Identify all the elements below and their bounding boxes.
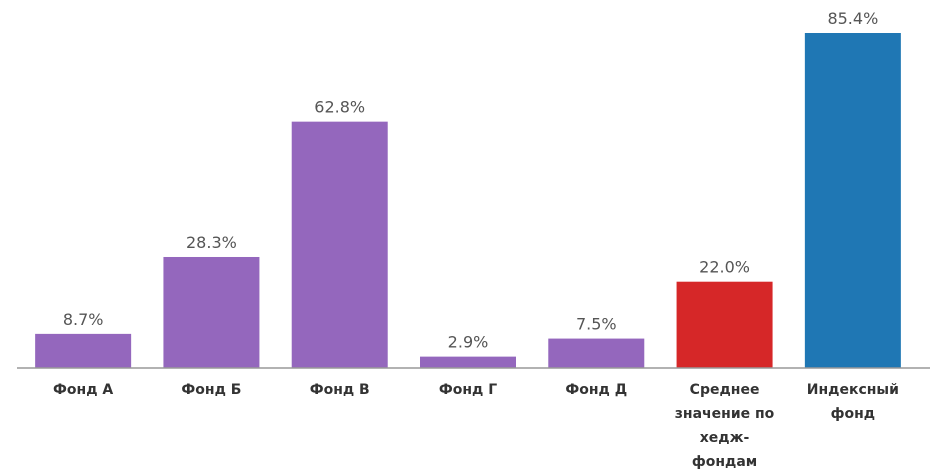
value-label: 8.7% <box>63 310 104 329</box>
bar <box>35 333 132 368</box>
value-label: 62.8% <box>314 98 365 117</box>
x-tick-label: Среднее значение по хедж-фондам <box>674 382 775 470</box>
bar <box>548 338 645 368</box>
value-label: 2.9% <box>448 333 489 352</box>
bar <box>804 33 901 368</box>
x-tick-label: Фонд Г <box>438 382 498 398</box>
value-label: 28.3% <box>186 233 237 252</box>
x-tick-label: Фонд А <box>53 382 114 398</box>
bar <box>420 356 516 368</box>
value-label: 22.0% <box>699 258 750 277</box>
value-label: 7.5% <box>576 315 617 334</box>
value-label: 85.4% <box>827 9 878 28</box>
x-tick-label: Фонд Д <box>565 382 628 398</box>
x-tick-label: Фонд В <box>309 382 370 398</box>
x-tick-label: Фонд Б <box>181 382 242 398</box>
x-tick-label: Индексный фонд <box>806 382 899 422</box>
bar <box>676 281 773 368</box>
bar <box>163 256 260 368</box>
bar <box>291 121 388 368</box>
